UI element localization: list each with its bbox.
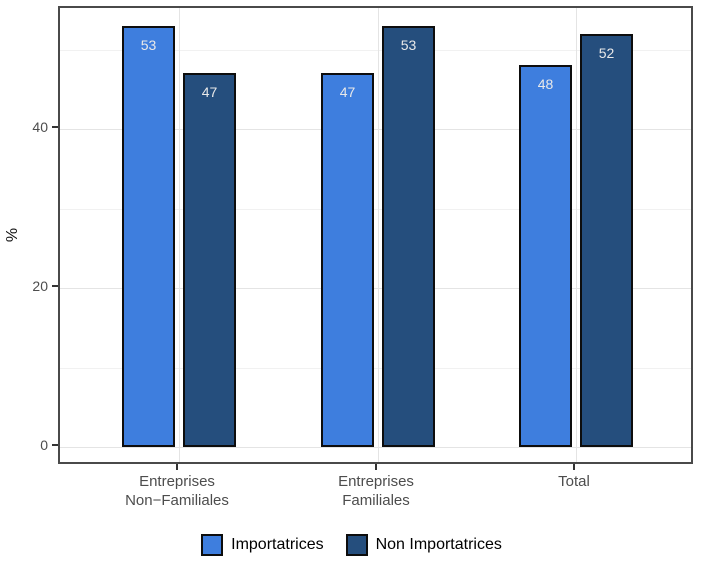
x-tick-mark-2	[573, 464, 575, 470]
y-tick-label-20: 20	[32, 278, 48, 294]
y-tick-label-0: 0	[40, 437, 48, 453]
y-tick-mark-20	[52, 285, 58, 287]
gridline-minor-50	[60, 49, 691, 51]
legend-swatch	[201, 534, 224, 556]
bar-non-importatrices-1: 53	[382, 25, 435, 447]
x-tick-mark-1	[375, 464, 377, 470]
bar-value-label: 47	[339, 84, 356, 101]
bar-importatrices-2: 48	[519, 65, 572, 447]
y-tick-mark-40	[52, 126, 58, 128]
x-axis-label-1: Entreprises Familiales	[338, 473, 414, 509]
bar-importatrices-0: 53	[122, 25, 175, 447]
gridline-major-20	[60, 288, 691, 289]
bar-value-label: 48	[537, 76, 554, 93]
x-tick-mark-0	[176, 464, 178, 470]
gridline-minor-30	[60, 208, 691, 210]
legend-item-non-importatrices: Non Importatrices	[345, 534, 502, 556]
legend-label: Importatrices	[231, 536, 324, 553]
x-axis-label-2: Total	[558, 473, 590, 490]
y-axis-title: %	[4, 227, 21, 243]
bar-value-label: 52	[598, 44, 615, 61]
x-axis-label-0: Entreprises Non−Familiales	[125, 473, 229, 509]
gridline-major-0	[60, 447, 691, 448]
y-tick-mark-0	[52, 444, 58, 446]
gridline-category-1	[378, 8, 379, 462]
bar-non-importatrices-2: 52	[580, 33, 633, 447]
legend-label: Non Importatrices	[375, 536, 502, 553]
gridline-category-2	[576, 8, 577, 462]
gridline-category-0	[179, 8, 180, 462]
plot-panel: 53 47 47 53 48 52	[58, 6, 693, 464]
gridline-minor-10	[60, 367, 691, 369]
bar-non-importatrices-0: 47	[183, 73, 236, 447]
bar-value-label: 47	[201, 84, 218, 101]
y-tick-label-40: 40	[32, 119, 48, 135]
bar-value-label: 53	[140, 36, 157, 53]
bar-value-label: 53	[400, 36, 417, 53]
legend-item-importatrices: Importatrices	[201, 534, 324, 556]
gridline-major-40	[60, 129, 691, 130]
legend-swatch	[345, 534, 368, 556]
legend: Importatrices Non Importatrices	[0, 534, 703, 556]
bar-importatrices-1: 47	[321, 73, 374, 447]
